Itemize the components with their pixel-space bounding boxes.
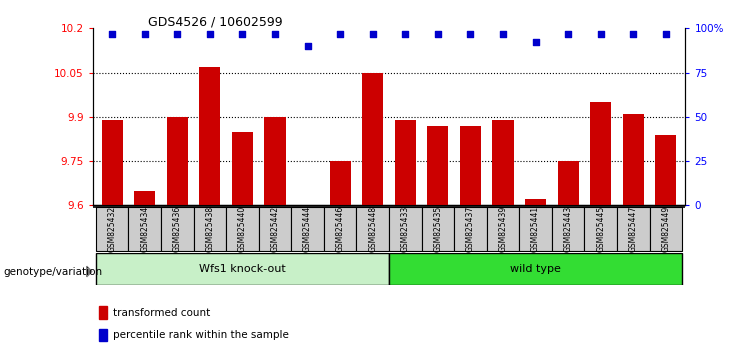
Text: GSM825438: GSM825438	[205, 206, 214, 252]
Text: GSM825448: GSM825448	[368, 206, 377, 252]
Bar	[356, 207, 389, 251]
Point	[236, 31, 248, 36]
Text: GSM825444: GSM825444	[303, 206, 312, 252]
Bar	[259, 207, 291, 251]
Point	[432, 31, 444, 36]
Bar	[99, 307, 107, 319]
Text: GSM825437: GSM825437	[466, 206, 475, 252]
Text: transformed count: transformed count	[113, 308, 210, 318]
Point	[465, 31, 476, 36]
Bar	[389, 253, 682, 285]
Text: GSM825439: GSM825439	[499, 206, 508, 252]
Point	[139, 31, 150, 36]
Text: genotype/variation: genotype/variation	[4, 267, 103, 277]
Point	[497, 31, 509, 36]
Bar	[265, 117, 285, 205]
Text: GSM825445: GSM825445	[597, 206, 605, 252]
Text: GSM825436: GSM825436	[173, 206, 182, 252]
Point	[302, 43, 313, 49]
Bar	[291, 207, 324, 251]
Text: GSM825433: GSM825433	[401, 206, 410, 252]
Point	[204, 31, 216, 36]
Bar	[226, 207, 259, 251]
Bar	[96, 207, 128, 251]
Text: GSM825443: GSM825443	[564, 206, 573, 252]
Point	[334, 31, 346, 36]
Bar	[324, 207, 356, 251]
Bar	[454, 207, 487, 251]
Point	[171, 31, 183, 36]
Polygon shape	[87, 266, 92, 277]
Bar	[422, 207, 454, 251]
Bar	[134, 190, 156, 205]
Bar	[487, 207, 519, 251]
Bar	[650, 207, 682, 251]
Bar	[525, 199, 546, 205]
Point	[269, 31, 281, 36]
Bar	[552, 207, 585, 251]
Point	[660, 31, 672, 36]
Text: GDS4526 / 10602599: GDS4526 / 10602599	[148, 16, 283, 29]
Text: GSM825435: GSM825435	[433, 206, 442, 252]
Bar	[519, 207, 552, 251]
Point	[106, 31, 118, 36]
Text: GSM825447: GSM825447	[629, 206, 638, 252]
Bar	[557, 161, 579, 205]
Bar	[102, 120, 123, 205]
Bar	[655, 135, 677, 205]
Point	[530, 40, 542, 45]
Bar	[99, 329, 107, 341]
Bar	[167, 117, 188, 205]
Bar	[362, 73, 383, 205]
Bar	[493, 120, 514, 205]
Text: GSM825446: GSM825446	[336, 206, 345, 252]
Point	[595, 31, 607, 36]
Bar	[193, 207, 226, 251]
Bar	[161, 207, 193, 251]
Bar	[330, 161, 350, 205]
Text: GSM825442: GSM825442	[270, 206, 279, 252]
Bar	[96, 253, 389, 285]
Bar	[585, 207, 617, 251]
Bar	[199, 67, 221, 205]
Bar	[590, 102, 611, 205]
Point	[628, 31, 639, 36]
Text: GSM825432: GSM825432	[107, 206, 116, 252]
Bar	[128, 207, 161, 251]
Point	[562, 31, 574, 36]
Bar	[622, 114, 644, 205]
Point	[399, 31, 411, 36]
Bar	[617, 207, 650, 251]
Text: percentile rank within the sample: percentile rank within the sample	[113, 330, 289, 340]
Text: Wfs1 knock-out: Wfs1 knock-out	[199, 264, 286, 274]
Bar	[428, 126, 448, 205]
Point	[367, 31, 379, 36]
Bar	[460, 126, 481, 205]
Text: GSM825434: GSM825434	[140, 206, 149, 252]
Text: GSM825440: GSM825440	[238, 206, 247, 252]
Text: wild type: wild type	[510, 264, 561, 274]
Bar	[232, 132, 253, 205]
Bar	[389, 207, 422, 251]
Text: GSM825441: GSM825441	[531, 206, 540, 252]
Text: GSM825449: GSM825449	[662, 206, 671, 252]
Bar	[395, 120, 416, 205]
